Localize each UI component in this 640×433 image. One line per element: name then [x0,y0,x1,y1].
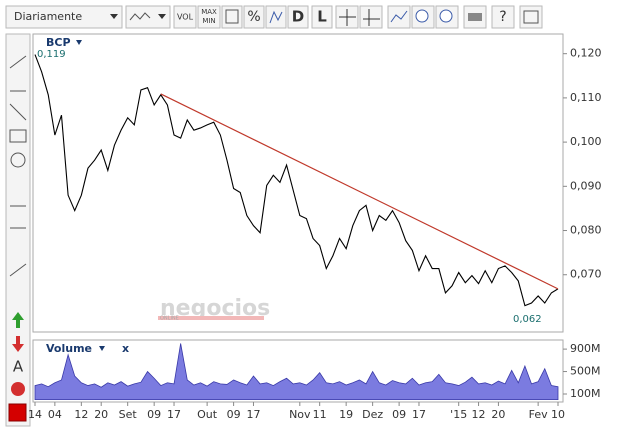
crosshair2-button[interactable] [359,5,383,29]
zoom-in-icon [439,9,453,23]
maxmin-button[interactable] [197,5,221,29]
x-tick-label: 17 [412,408,426,421]
percent-label: % [247,9,260,25]
line-icon [129,12,151,21]
x-tick-label: 10 [551,408,565,421]
y-tick-label: 0,110 [570,91,602,104]
x-tick-label: Nov [289,408,311,421]
d-button[interactable] [287,5,309,29]
crosshair-icon [363,9,380,26]
max-label: MAX [201,8,217,16]
x-tick-label: 17 [246,408,260,421]
grid-icon [225,9,239,24]
trend-line [160,93,559,290]
price-title: BCP [46,36,71,49]
crosshair-icon [339,9,356,26]
book-button[interactable] [519,5,543,29]
buy-arrow[interactable] [12,312,24,328]
help-button[interactable] [491,5,515,29]
circle-tool [10,152,26,168]
x-tick-label: 20 [94,408,108,421]
min-annotation: 0,062 [513,314,542,325]
volume-close[interactable]: x [122,342,129,355]
d-label: D [292,8,304,26]
dropdown-arrow [158,14,166,19]
x-tick-label: '15 [450,408,467,421]
tool-panel [5,33,31,427]
min-label: MIN [202,17,215,25]
x-tick-label: 11 [313,408,327,421]
y-tick-label: 0,080 [570,224,602,237]
x-tick-label: Set [119,408,138,421]
x-tick-label: 12 [74,408,88,421]
zoom-out-icon [415,9,429,23]
percent-button[interactable] [243,5,265,29]
x-tick-label: 09 [147,408,161,421]
volume-area [34,343,559,400]
price-panel [32,33,564,333]
price-line [34,54,559,307]
y-tick-label: 0,090 [570,179,602,192]
x-tick-label: Dez [362,408,383,421]
x-tick-label: 14 [28,408,42,421]
y-tick-label: 900M [570,342,601,355]
l-label: L [317,8,327,26]
vol-button[interactable] [173,5,197,29]
x-tick-label: 17 [167,408,181,421]
x-tick-label: 04 [48,408,62,421]
volume-title: Volume [46,342,92,355]
chart-style[interactable] [125,5,171,29]
sell-arrow[interactable] [12,336,24,352]
scale-icon [269,10,283,24]
y-tick-label: 100M [570,387,601,400]
text-tool[interactable]: A [13,358,24,376]
book-icon [523,10,539,24]
delete-tool[interactable] [11,382,25,396]
y-tick-label: 500M [570,365,601,378]
toolbar: Diariamente VOL MAX MIN % D L ? [5,5,543,29]
period-select[interactable] [5,5,123,29]
x-tick-label: 09 [227,408,241,421]
title-dropdown[interactable] [76,40,82,45]
x-tick-label: 09 [392,408,406,421]
left-toolbar: A [5,33,31,427]
watermark-bar [158,316,264,320]
grid-button[interactable] [221,5,243,29]
tool-icons [9,55,27,277]
y-tick-label: 0,100 [570,135,602,148]
watermark-sub: ONLINE [160,316,179,322]
period-label: Diariamente [14,10,82,23]
volume-dropdown[interactable] [99,346,105,351]
color-picker[interactable] [8,403,27,422]
x-tick-label: 20 [491,408,505,421]
vol-label: VOL [177,13,194,22]
zoom-fit-icon [390,10,408,23]
x-tick-label: Fev [529,408,548,421]
y-tick-label: 0,070 [570,268,602,281]
help-label: ? [499,9,506,25]
x-tick-label: 19 [339,408,353,421]
x-tick-label: Out [197,408,218,421]
print-icon [468,13,482,21]
x-tick-label: 12 [472,408,486,421]
l-button[interactable] [311,5,333,29]
y-tick-label: 0,120 [570,47,602,60]
dropdown-arrow [110,14,118,19]
max-annotation: 0,119 [37,49,66,60]
